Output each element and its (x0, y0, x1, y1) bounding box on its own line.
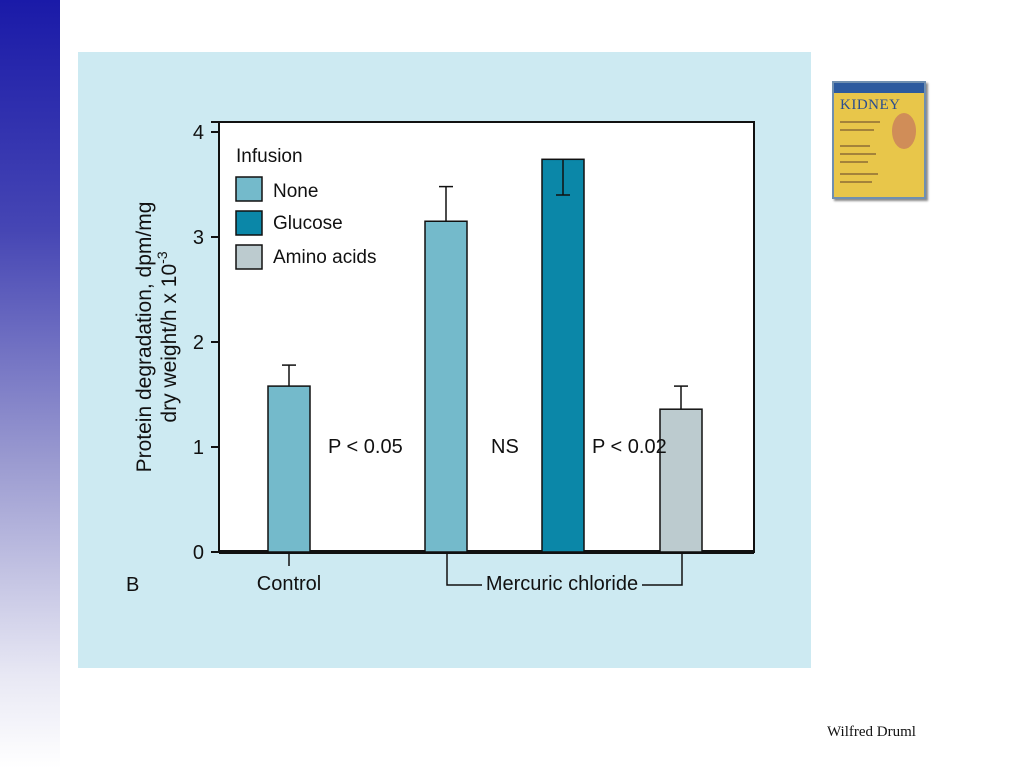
annotation-p-0-05: P < 0.05 (328, 436, 403, 458)
y-tick-label: 2 (193, 332, 204, 354)
bar-mercuric-chloride-glucose (541, 158, 585, 553)
annotation-p-0-02: P < 0.02 (592, 436, 667, 458)
legend-swatch-glucose (235, 210, 263, 236)
footer-author: Wilfred Druml (827, 724, 916, 740)
x-label-control: Control (257, 573, 321, 595)
x-label-mercuric-chloride: Mercuric chloride (486, 573, 638, 595)
book-cover-image: KIDNEY (832, 81, 926, 199)
y-tick-label: 4 (193, 122, 204, 144)
book-cover-title: KIDNEY (840, 97, 901, 113)
kidney-illustration (892, 113, 916, 149)
y-axis-label-line1: Protein degradation, dpm/mg (133, 202, 156, 473)
y-tick-label: 0 (193, 542, 204, 564)
group-label-bg (482, 570, 642, 596)
cover-text-line (840, 145, 870, 147)
bar-chart: 0 1 2 3 4 Protein degradation, dpm/mg dry we… (126, 121, 755, 596)
bar-mercuric-chloride-none (424, 220, 468, 553)
cover-text-line (840, 121, 880, 123)
cover-text-line (840, 181, 872, 183)
legend-title: Infusion (236, 146, 303, 167)
book-cover-band (834, 83, 924, 93)
legend-label-none: None (273, 181, 318, 202)
y-tick-label: 3 (193, 227, 204, 249)
legend-label-glucose: Glucose (273, 213, 343, 234)
panel-label: B (126, 574, 139, 596)
y-axis-label-line2-text: dry weight/h x 10 (158, 264, 181, 423)
y-tick-label: 1 (193, 437, 204, 459)
annotation-ns: NS (491, 436, 519, 458)
y-axis-ticks: 0 1 2 3 4 (193, 122, 219, 564)
cover-text-line (840, 173, 878, 175)
bar-mercuric-chloride-amino-acids (659, 408, 703, 553)
legend-label-amino-acids: Amino acids (273, 247, 377, 268)
bars-layer (267, 158, 703, 553)
legend-swatch-amino-acids (235, 244, 263, 270)
figure-panel: 0 1 2 3 4 Protein degradation, dpm/mg dry we… (78, 52, 811, 668)
cover-text-line (840, 161, 868, 163)
bar-control-none (267, 385, 311, 553)
cover-text-line (840, 153, 876, 155)
side-gradient-bar (0, 0, 60, 768)
cover-text-line (840, 129, 874, 131)
y-axis-label-exponent: -3 (154, 251, 170, 264)
y-axis-label-line2: dry weight/h x 10-3 (154, 251, 181, 422)
legend-swatch-none (235, 176, 263, 202)
